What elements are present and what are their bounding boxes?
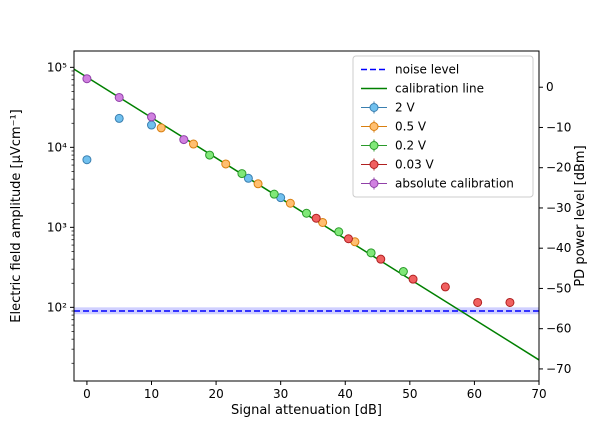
data-point-series-4 xyxy=(114,92,124,102)
data-point-series-0 xyxy=(82,155,92,165)
y-tick-label-right: −10 xyxy=(546,120,571,134)
legend-marker-series-2 xyxy=(369,141,379,150)
legend-marker-series-0 xyxy=(369,103,379,112)
data-point-series-2 xyxy=(302,208,311,218)
data-point-series-1 xyxy=(221,159,231,169)
x-tick-label: 10 xyxy=(144,387,159,401)
y-tick-label-right: −20 xyxy=(546,161,571,175)
y-axis-label-left: Electric field amplitude [μVcm⁻¹] xyxy=(9,109,24,323)
axes: 0 10 20 30 40 50 60 70 10² 10³ 10⁴ 10⁵ 0 −10 −20 −30 −40… xyxy=(47,60,571,401)
y-tick-label-left: 10⁵ xyxy=(47,60,67,74)
x-axis-label: Signal attenuation [dB] xyxy=(231,403,382,418)
data-point-series-3 xyxy=(473,297,483,307)
legend-label-series-3: 0.03 V xyxy=(395,158,435,172)
x-tick-label: 70 xyxy=(531,387,546,401)
y-axis-label-right: PD power level [dBm] xyxy=(573,145,588,286)
y-tick-label-right: −40 xyxy=(546,241,571,255)
legend-marker-series-1 xyxy=(369,122,379,131)
y-tick-label-right: −30 xyxy=(546,201,571,215)
legend-box xyxy=(352,55,534,198)
legend: noise level calibration line 2 V 0.5 V 0.2 V… xyxy=(352,55,534,198)
data-point-series-2 xyxy=(334,227,344,237)
x-tick-label: 40 xyxy=(338,387,353,401)
y-tick-label-right: −50 xyxy=(546,281,571,295)
data-point-series-1 xyxy=(188,139,198,149)
x-tick-label: 30 xyxy=(273,387,288,401)
noise-band xyxy=(74,307,539,315)
data-point-series-2 xyxy=(398,267,408,277)
data-point-series-3 xyxy=(311,213,321,223)
data-point-series-1 xyxy=(285,198,295,208)
legend-label-series-2: 0.2 V xyxy=(395,139,427,153)
y-tick-label-left: 10⁴ xyxy=(47,140,67,154)
legend-marker-series-3 xyxy=(369,160,379,169)
data-point-series-1 xyxy=(156,123,166,133)
y-tick-label-right: −70 xyxy=(546,362,571,376)
legend-label-series-0: 2 V xyxy=(395,101,415,115)
data-point-series-2 xyxy=(269,189,279,199)
y-tick-label-left: 10² xyxy=(47,300,67,314)
y-tick-label-right: 0 xyxy=(546,80,554,94)
data-point-series-0 xyxy=(243,173,253,183)
data-point-series-3 xyxy=(505,297,515,307)
x-tick-label: 0 xyxy=(83,387,91,401)
data-point-series-3 xyxy=(440,282,450,292)
legend-label-series-4: absolute calibration xyxy=(395,177,514,191)
data-point-series-0 xyxy=(147,120,156,130)
data-point-series-3 xyxy=(408,274,418,284)
data-point-series-4 xyxy=(179,135,189,145)
x-tick-label: 20 xyxy=(208,387,223,401)
data-point-series-2 xyxy=(205,150,215,160)
data-point-series-4 xyxy=(147,112,156,122)
legend-noise-label: noise level xyxy=(395,63,459,77)
data-point-series-3 xyxy=(376,254,386,264)
data-point-series-4 xyxy=(82,74,92,84)
legend-label-series-1: 0.5 V xyxy=(395,120,427,134)
data-point-series-1 xyxy=(318,217,328,227)
data-point-series-2 xyxy=(366,248,376,258)
plot-frame xyxy=(73,50,540,382)
legend-marker-series-4 xyxy=(369,179,379,188)
data-point-series-3 xyxy=(343,234,353,244)
legend-calibration-label: calibration line xyxy=(395,82,484,96)
data-point-series-0 xyxy=(114,113,124,123)
x-tick-label: 60 xyxy=(467,387,482,401)
data-point-series-1 xyxy=(253,179,263,189)
y-tick-label-right: −60 xyxy=(546,322,571,336)
y-tick-label-left: 10³ xyxy=(47,220,67,234)
plot-area xyxy=(73,68,540,361)
data-point-series-2 xyxy=(237,169,247,179)
x-tick-label: 50 xyxy=(402,387,417,401)
